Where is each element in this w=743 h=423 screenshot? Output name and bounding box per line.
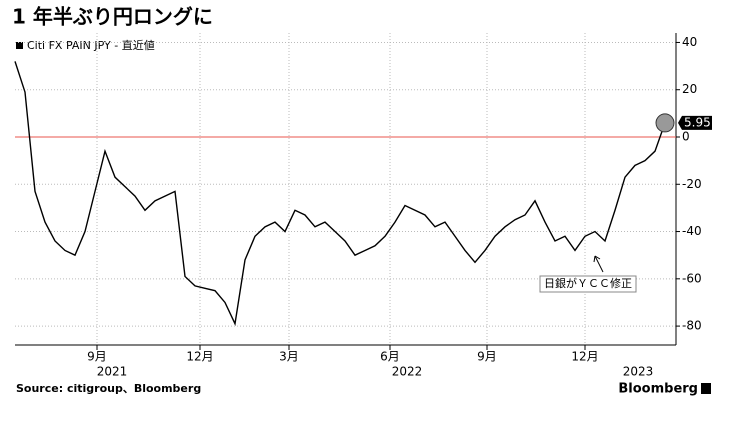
- x-tick-label: 12月: [186, 350, 213, 364]
- legend-label: Citi FX PAIN JPY - 直近値: [27, 38, 155, 52]
- legend-swatch: [16, 42, 23, 49]
- brand: Bloomberg: [618, 382, 698, 397]
- last-point: [655, 113, 675, 133]
- legend-box: [14, 38, 169, 54]
- x-tick-label: 9月: [477, 350, 497, 364]
- annotation-box: [539, 275, 637, 293]
- y-tick-label: -60: [682, 271, 702, 285]
- source: Source: citigroup、Bloomberg: [16, 382, 201, 395]
- y-tick-label: -20: [682, 177, 702, 191]
- y-tick-label: 0: [682, 130, 690, 144]
- x-tick-label: 9月: [87, 350, 107, 364]
- x-tick-label: 12月: [571, 350, 598, 364]
- year-label: 2021: [97, 365, 128, 379]
- y-tick-label: -40: [682, 224, 702, 238]
- annotation-arrow: [594, 255, 604, 273]
- y-tick-label: 20: [682, 82, 697, 96]
- brand-icon: [701, 383, 711, 394]
- x-tick-label: 3月: [279, 350, 299, 364]
- chart-title: 1 年半ぶり円ロングに: [12, 5, 213, 29]
- value-label: 5.95: [684, 115, 711, 129]
- callout-bg: [678, 115, 712, 130]
- year-label: 2022: [392, 365, 423, 379]
- value-callout: 5.95: [678, 115, 712, 130]
- annotation-arrowhead: [593, 255, 601, 263]
- year-label: 2023: [623, 365, 654, 379]
- x-tick-label: 6月: [380, 350, 400, 364]
- y-tick-label: -80: [682, 319, 702, 333]
- line-series: [14, 61, 666, 327]
- y-tick-label: 40: [682, 35, 697, 49]
- annotation: 日銀がＹＣＣ修正: [544, 276, 632, 290]
